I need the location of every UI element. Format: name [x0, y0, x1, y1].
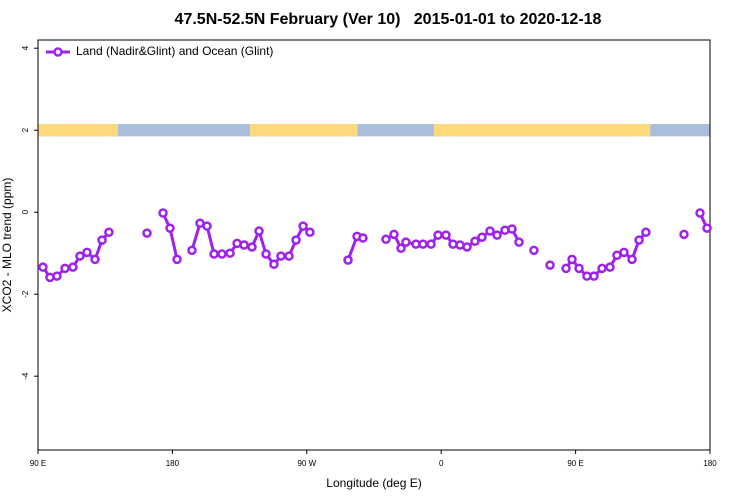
data-point — [695, 208, 705, 218]
x-tick-label: 90 W — [297, 459, 316, 468]
land-band — [433, 124, 651, 137]
data-point — [477, 232, 487, 242]
legend-label: Land (Nadir&Glint) and Ocean (Glint) — [76, 44, 273, 58]
data-point — [627, 254, 637, 265]
data-point — [269, 259, 279, 270]
data-point — [514, 237, 524, 247]
x-axis-title: Longitude (deg E) — [326, 476, 421, 490]
data-point — [202, 221, 212, 231]
y-tick-label: -4 — [21, 372, 30, 380]
data-point — [239, 240, 249, 250]
data-point — [529, 245, 539, 256]
data-point — [619, 247, 629, 258]
x-tick-label: 90 E — [30, 459, 46, 468]
data-point — [276, 251, 286, 261]
data-point — [702, 223, 712, 233]
data-point — [597, 263, 607, 274]
data-point — [291, 235, 301, 245]
x-tick-label: 0 — [439, 459, 444, 468]
y-tick-label: 2 — [21, 127, 30, 132]
data-point — [261, 249, 271, 259]
land-band — [38, 124, 118, 137]
data-point — [462, 242, 472, 252]
data-point — [217, 249, 227, 259]
y-axis-title: XCO2 - MLO trend (ppm) — [0, 178, 14, 313]
data-point — [470, 236, 480, 247]
data-point — [52, 271, 62, 281]
data-point — [142, 228, 152, 238]
data-point — [209, 249, 219, 259]
data-point — [679, 229, 689, 240]
data-point — [158, 208, 168, 218]
chart-title: 47.5N-52.5N February (Ver 10) 2015-01-01… — [175, 11, 602, 28]
data-point — [187, 245, 197, 256]
data-point — [574, 263, 584, 274]
data-point — [254, 226, 264, 236]
data-point — [389, 229, 399, 240]
data-point — [343, 255, 353, 265]
data-point — [97, 235, 107, 245]
data-point — [247, 242, 257, 252]
data-point — [589, 271, 599, 281]
data-point — [172, 254, 182, 265]
y-tick-label: 0 — [21, 209, 30, 214]
data-point — [545, 260, 555, 270]
data-point — [165, 223, 175, 233]
data-point — [418, 239, 428, 249]
data-point — [401, 237, 411, 247]
legend-marker — [53, 47, 63, 57]
data-point — [298, 221, 308, 231]
plot-frame — [37, 39, 711, 451]
data-point — [507, 224, 517, 234]
data-point — [68, 262, 78, 272]
y-tick-label: -2 — [21, 290, 30, 298]
data-point — [225, 248, 235, 258]
data-point — [567, 254, 577, 265]
data-point — [634, 235, 644, 245]
data-point — [82, 247, 92, 258]
data-point — [381, 234, 391, 245]
data-point — [305, 227, 315, 238]
data-point — [75, 251, 85, 261]
data-point — [433, 230, 443, 240]
data-point — [38, 262, 48, 272]
data-point — [561, 263, 571, 274]
data-point — [284, 251, 294, 261]
data-point — [492, 230, 502, 240]
x-tick-label: 180 — [166, 459, 180, 468]
data-point — [358, 233, 368, 243]
y-tick-label: 4 — [21, 45, 30, 50]
data-point — [104, 227, 114, 238]
land-band — [250, 124, 358, 137]
data-point — [641, 227, 651, 238]
data-point — [396, 243, 406, 254]
data-point — [60, 263, 70, 274]
data-point — [605, 262, 615, 272]
x-tick-label: 90 E — [567, 459, 583, 468]
data-point — [90, 254, 100, 265]
data-point — [426, 239, 436, 249]
data-point — [485, 226, 495, 236]
data-point — [441, 230, 451, 240]
x-tick-label: 180 — [703, 459, 717, 468]
